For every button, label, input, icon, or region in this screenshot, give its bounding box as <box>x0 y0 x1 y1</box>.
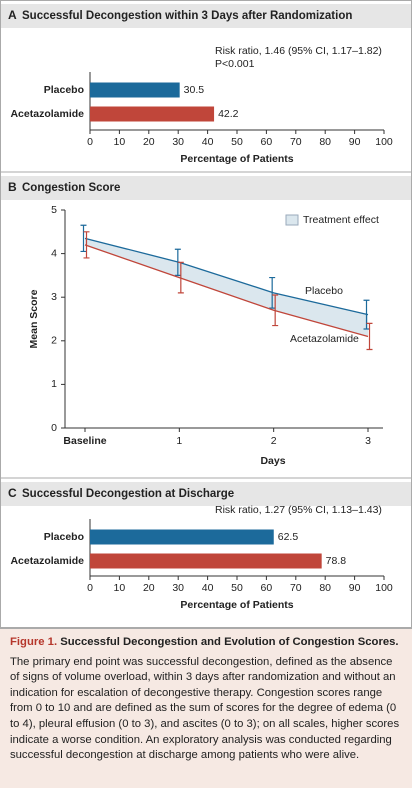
x-axis-label: Percentage of Patients <box>180 599 293 611</box>
x-tick-label: 70 <box>290 136 302 148</box>
error-bar <box>272 294 279 327</box>
caption: Figure 1. Successful Decongestion and Ev… <box>0 628 412 788</box>
x-tick-label: 30 <box>172 136 184 148</box>
category-label: Acetazolamide <box>10 555 84 567</box>
x-tick-label: 100 <box>375 582 393 594</box>
x-axis-label: Days <box>260 455 285 467</box>
panel-letter: B <box>8 180 17 194</box>
x-tick-label: 60 <box>261 136 273 148</box>
error-bar <box>174 248 181 276</box>
annotation: P<0.001 <box>215 58 255 70</box>
y-tick-label: 3 <box>51 291 57 303</box>
series-label: Acetazolamide <box>290 333 359 345</box>
error-bar <box>177 261 184 294</box>
x-tick-label: Baseline <box>63 435 106 447</box>
error-bar <box>83 231 90 259</box>
caption-heading: Figure 1. Successful Decongestion and Ev… <box>10 635 402 651</box>
x-tick-label: 80 <box>319 136 331 148</box>
x-tick-label: 40 <box>202 136 214 148</box>
series-label: Placebo <box>305 285 343 297</box>
x-tick-label: 1 <box>176 435 182 447</box>
series-line <box>84 237 369 316</box>
x-tick-label: 0 <box>87 136 93 148</box>
error-bar <box>363 299 370 330</box>
error-bar <box>366 322 373 351</box>
x-tick-label: 20 <box>143 582 155 594</box>
x-tick-label: 70 <box>290 582 302 594</box>
x-tick-label: 90 <box>349 582 361 594</box>
category-label: Placebo <box>44 531 84 543</box>
error-bar <box>269 276 276 309</box>
x-tick-label: 60 <box>261 582 273 594</box>
x-tick-label: 10 <box>114 136 126 148</box>
bar <box>90 553 322 569</box>
y-tick-label: 2 <box>51 335 57 347</box>
panel-header <box>1 482 411 506</box>
x-tick-label: 30 <box>172 582 184 594</box>
panel-header <box>1 4 411 28</box>
x-tick-label: 50 <box>231 582 243 594</box>
error-bar <box>80 224 87 253</box>
caption-body: The primary end point was successful dec… <box>10 655 400 762</box>
x-tick-label: 50 <box>231 136 243 148</box>
panel-title: Congestion Score <box>22 182 120 194</box>
panel-letter: A <box>8 8 17 22</box>
y-tick-label: 4 <box>51 247 57 259</box>
x-tick-label: 2 <box>271 435 277 447</box>
value-label: 30.5 <box>184 84 205 96</box>
x-tick-label: 3 <box>365 435 371 447</box>
category-label: Placebo <box>44 84 84 96</box>
x-tick-label: 20 <box>143 136 155 148</box>
treatment-effect-area <box>85 238 368 337</box>
caption-title: Successful Decongestion and Evolution of… <box>60 636 399 648</box>
x-tick-label: 10 <box>114 582 126 594</box>
figure: A Successful Decongestion within 3 Days a… <box>0 0 412 628</box>
series-line <box>84 244 369 338</box>
x-tick-label: 40 <box>202 582 214 594</box>
legend-label: Treatment effect <box>303 214 379 226</box>
y-axis-label: Mean Score <box>28 289 40 348</box>
value-label: 62.5 <box>278 531 299 543</box>
x-axis-label: Percentage of Patients <box>180 153 293 165</box>
x-tick-label: 80 <box>319 582 331 594</box>
value-label: 78.8 <box>326 555 347 567</box>
caption-label: Figure 1. <box>10 636 58 648</box>
x-tick-label: 0 <box>87 582 93 594</box>
x-tick-label: 90 <box>349 136 361 148</box>
bar <box>90 529 274 545</box>
annotation: Risk ratio, 1.46 (95% CI, 1.17–1.82) <box>215 45 382 57</box>
y-tick-label: 5 <box>51 204 57 216</box>
bar <box>90 82 180 98</box>
panel-header <box>1 176 411 200</box>
legend-swatch <box>285 214 299 226</box>
x-tick-label: 100 <box>375 136 393 148</box>
y-tick-label: 0 <box>51 422 57 434</box>
panel-letter: C <box>8 486 17 500</box>
panel-title: Successful Decongestion within 3 Days af… <box>22 10 352 22</box>
value-label: 42.2 <box>218 108 239 120</box>
category-label: Acetazolamide <box>10 108 84 120</box>
panel-title: Successful Decongestion at Discharge <box>22 488 234 500</box>
bar <box>90 106 215 122</box>
y-tick-label: 1 <box>51 378 57 390</box>
annotation: Risk ratio, 1.27 (95% CI, 1.13–1.43) <box>215 504 382 516</box>
